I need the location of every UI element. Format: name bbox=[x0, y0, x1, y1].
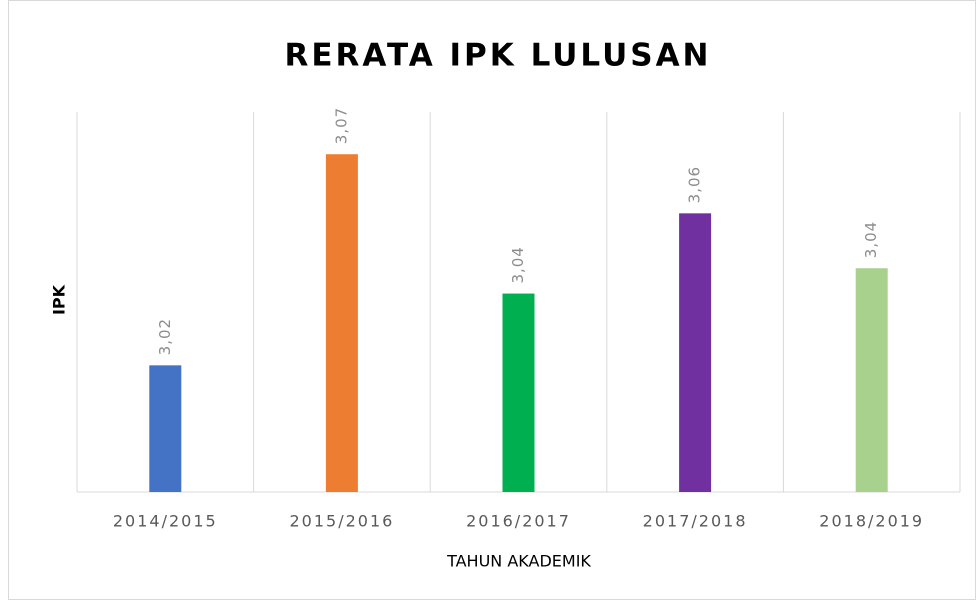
chart-frame bbox=[8, 0, 976, 600]
data-label: 3,02 bbox=[156, 318, 174, 355]
x-tick-label: 2015/2016 bbox=[289, 512, 394, 531]
data-label: 3,07 bbox=[332, 107, 350, 144]
data-label: 3,04 bbox=[509, 246, 527, 283]
chart-title: RERATA IPK LULUSAN bbox=[285, 38, 712, 74]
x-tick-label: 2014/2015 bbox=[113, 512, 218, 531]
bar bbox=[325, 154, 358, 492]
bar bbox=[149, 365, 182, 492]
bar bbox=[502, 293, 535, 492]
x-axis-label: TAHUN AKADEMIK bbox=[446, 552, 591, 571]
x-tick-label: 2016/2017 bbox=[466, 512, 571, 531]
bar bbox=[679, 213, 712, 493]
data-label: 3,04 bbox=[862, 221, 880, 258]
y-axis-label: IPK bbox=[50, 284, 69, 315]
x-tick-label: 2018/2019 bbox=[819, 512, 924, 531]
bar bbox=[855, 268, 888, 492]
x-tick-label: 2017/2018 bbox=[643, 512, 748, 531]
data-label: 3,06 bbox=[686, 166, 704, 203]
